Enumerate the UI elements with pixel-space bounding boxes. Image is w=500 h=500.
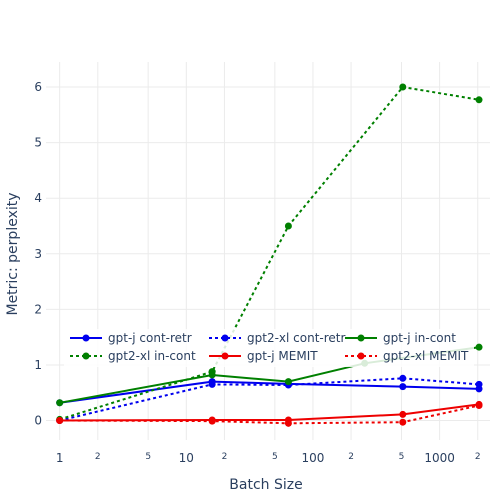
legend-label: gpt-j MEMIT bbox=[247, 349, 318, 363]
legend-item: gpt2-xl MEMIT bbox=[345, 349, 469, 363]
x-tick-label: 1000 bbox=[424, 451, 455, 465]
data-point bbox=[208, 380, 216, 388]
series-gpt2-xl-cont-retr bbox=[56, 374, 483, 425]
data-point bbox=[284, 419, 292, 427]
data-point bbox=[56, 399, 64, 407]
legend-label: gpt2-xl MEMIT bbox=[383, 349, 469, 363]
legend-swatch-marker bbox=[221, 352, 229, 360]
x-axis-title: Batch Size bbox=[229, 477, 302, 493]
x-tick-label: 100 bbox=[302, 451, 325, 465]
legend-label: gpt-j cont-retr bbox=[108, 331, 192, 345]
x-minor-tick-label: 5 bbox=[399, 452, 405, 462]
x-tick-label: 10 bbox=[179, 451, 194, 465]
series-gpt2-xl-in-cont bbox=[56, 83, 483, 423]
y-tick-label: 6 bbox=[34, 80, 42, 94]
legend-item: gpt-j in-cont bbox=[345, 331, 456, 345]
data-point bbox=[399, 410, 407, 418]
data-point bbox=[399, 374, 407, 382]
legend-swatch-marker bbox=[82, 352, 90, 360]
series-line bbox=[59, 377, 480, 422]
legend-label: gpt2-xl cont-retr bbox=[247, 331, 345, 345]
data-point bbox=[399, 383, 407, 391]
data-point bbox=[284, 378, 292, 386]
x-minor-tick-label: 5 bbox=[145, 452, 151, 462]
data-point bbox=[475, 343, 483, 351]
data-point bbox=[208, 368, 216, 376]
data-point bbox=[284, 222, 292, 230]
y-tick-label: 5 bbox=[34, 136, 42, 150]
legend-item: gpt-j cont-retr bbox=[70, 331, 192, 345]
series-gpt2-xl-memit bbox=[56, 402, 483, 427]
legend-swatch-marker bbox=[357, 352, 365, 360]
data-point bbox=[475, 380, 483, 388]
legend-swatch-marker bbox=[221, 334, 229, 342]
data-point bbox=[399, 418, 407, 426]
x-minor-tick-label: 2 bbox=[348, 452, 354, 462]
x-tick-label: 1 bbox=[56, 451, 64, 465]
series-layer bbox=[56, 83, 483, 427]
x-minor-tick-label: 2 bbox=[475, 452, 481, 462]
y-axis-title: Metric: perplexity bbox=[5, 192, 21, 315]
y-tick-label: 0 bbox=[34, 414, 42, 428]
y-tick-label: 1 bbox=[34, 358, 42, 372]
data-point bbox=[475, 402, 483, 410]
y-tick-label: 2 bbox=[34, 302, 42, 316]
series-line bbox=[59, 85, 480, 421]
data-point bbox=[208, 417, 216, 425]
legend-swatch-marker bbox=[82, 334, 90, 342]
data-point bbox=[399, 83, 407, 91]
series-line bbox=[59, 403, 480, 422]
legend-item: gpt2-xl cont-retr bbox=[209, 331, 345, 345]
legend-swatch-marker bbox=[357, 334, 365, 342]
y-axis-ticks: 0 1 2 3 4 5 6 bbox=[34, 80, 42, 428]
legend-label: gpt2-xl in-cont bbox=[108, 349, 196, 363]
x-minor-tick-label: 2 bbox=[95, 452, 101, 462]
x-minor-tick-label: 2 bbox=[222, 452, 228, 462]
legend: gpt-j cont-retr gpt2-xl cont-retr gpt-j in… bbox=[64, 329, 474, 367]
x-minor-tick-label: 5 bbox=[272, 452, 278, 462]
data-point bbox=[475, 96, 483, 104]
x-axis-ticks: 1 10 100 1000 2 5 2 5 2 5 2 bbox=[56, 451, 481, 465]
legend-item: gpt2-xl in-cont bbox=[70, 349, 196, 363]
legend-label: gpt-j in-cont bbox=[383, 331, 456, 345]
y-tick-label: 3 bbox=[34, 247, 42, 261]
data-point bbox=[56, 417, 64, 425]
legend-background bbox=[64, 329, 474, 367]
y-tick-label: 4 bbox=[34, 191, 42, 205]
legend-item: gpt-j MEMIT bbox=[209, 349, 318, 363]
